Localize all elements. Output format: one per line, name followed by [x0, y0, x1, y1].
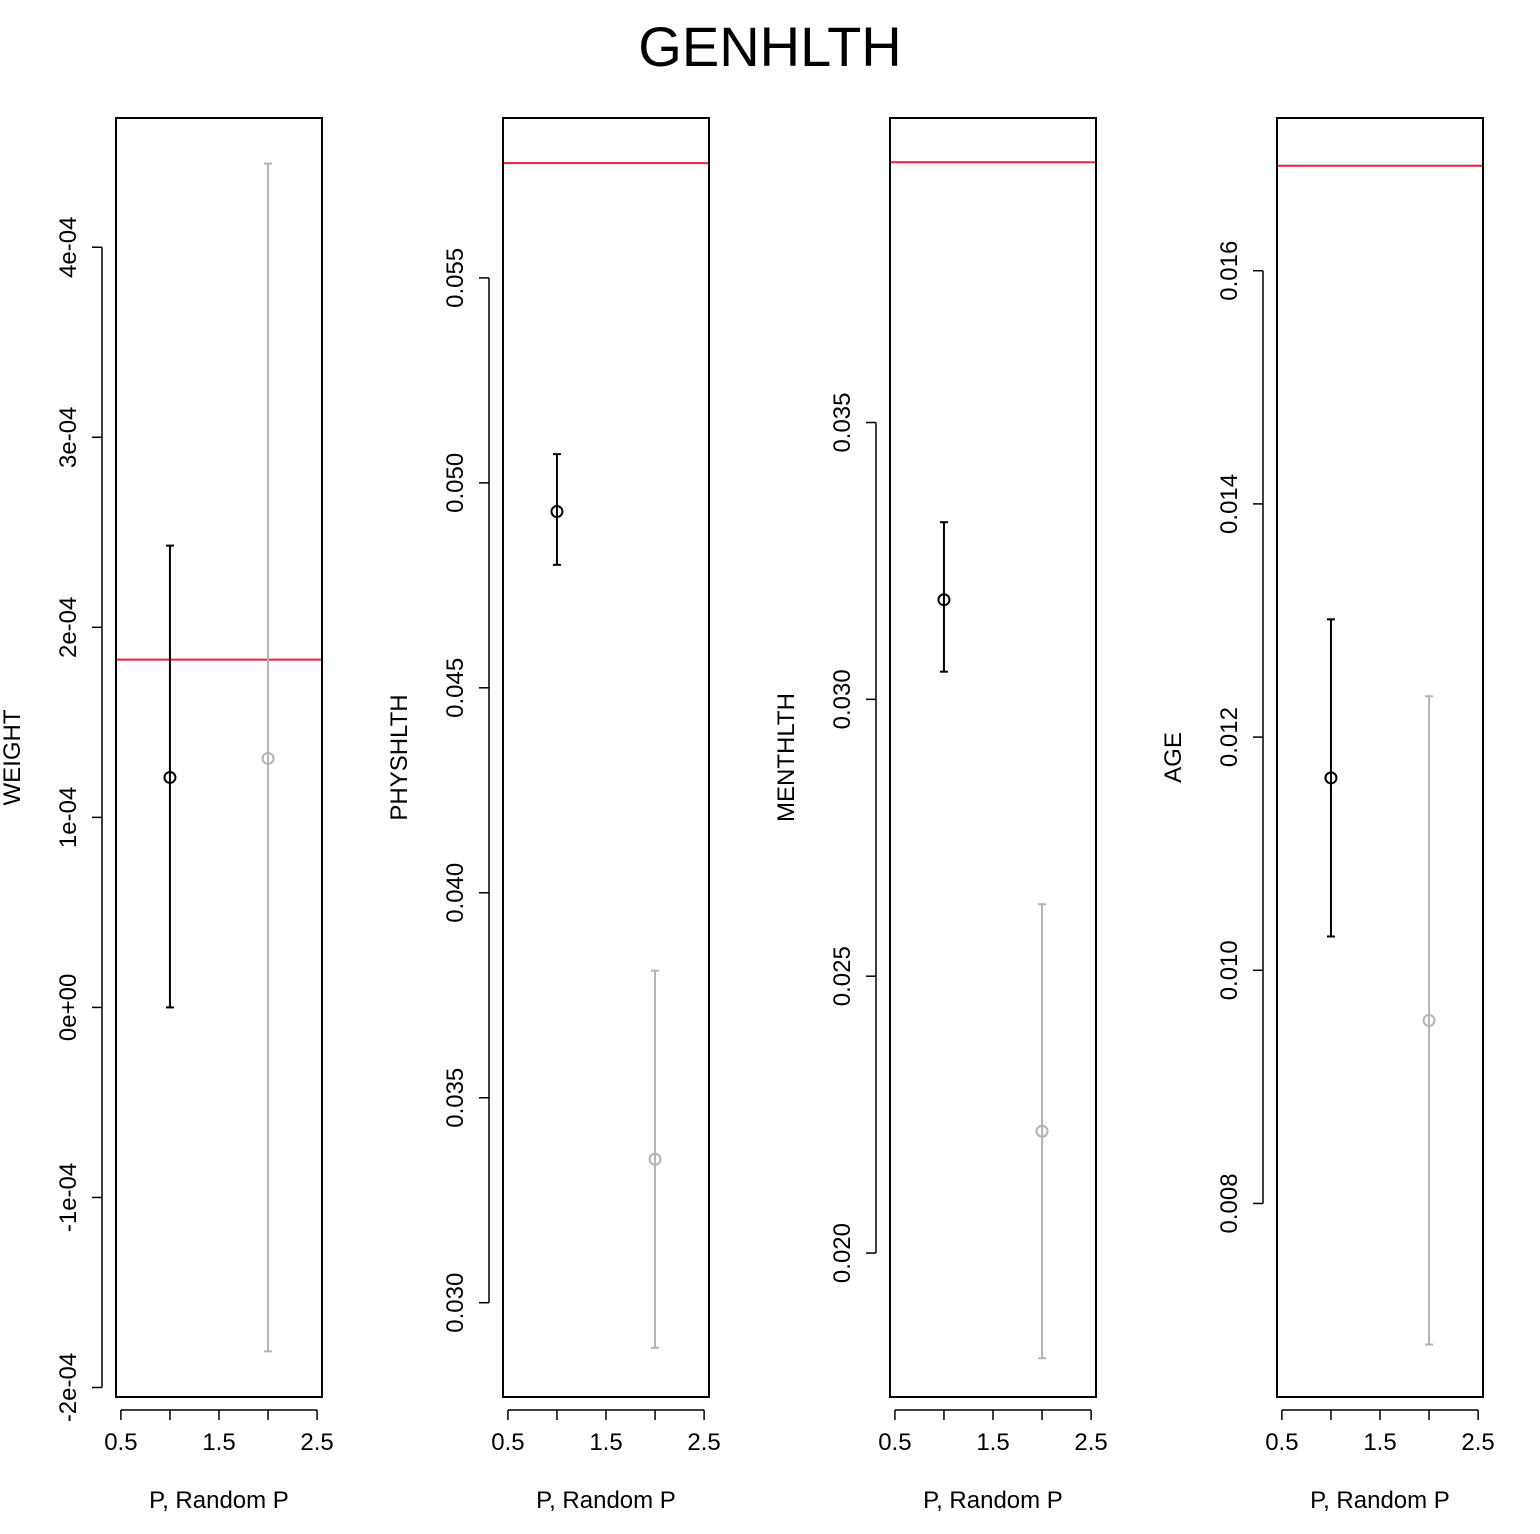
x-tick-label: 0.5	[1265, 1429, 1298, 1456]
y-tick-label: -1e-04	[55, 1163, 82, 1232]
y-axis-title: WEIGHT	[0, 709, 26, 805]
plot-frame	[115, 117, 323, 1398]
y-tick-label: 4e-04	[55, 217, 82, 278]
data-point	[163, 770, 177, 784]
y-tick-label: 1e-04	[55, 787, 82, 848]
y-tick-label: 0.014	[1216, 474, 1243, 534]
y-tick-label: 2e-04	[55, 597, 82, 658]
data-point	[1422, 1013, 1436, 1027]
x-axis-title: P, Random P	[149, 1487, 289, 1514]
y-tick-label: 0.035	[442, 1068, 469, 1128]
x-tick-label: 0.5	[491, 1429, 524, 1456]
y-axis-title: MENTHLTH	[773, 693, 800, 822]
x-axis-title: P, Random P	[536, 1487, 676, 1514]
y-tick-label: 0.008	[1216, 1173, 1243, 1233]
x-tick-label: 1.5	[976, 1429, 1009, 1456]
y-axis-title: AGE	[1160, 732, 1187, 783]
data-point	[1035, 1124, 1049, 1138]
y-tick-label: 0.012	[1216, 707, 1243, 767]
y-tick-label: 0.030	[829, 669, 856, 729]
x-tick-label: 2.5	[300, 1429, 333, 1456]
y-tick-label: 0.055	[442, 248, 469, 308]
x-tick-label: 1.5	[589, 1429, 622, 1456]
y-tick-label: -2e-04	[55, 1353, 82, 1422]
data-point	[261, 751, 275, 765]
x-axis-title: P, Random P	[1310, 1487, 1450, 1514]
y-tick-label: 0.010	[1216, 940, 1243, 1000]
x-tick-label: 2.5	[1461, 1429, 1494, 1456]
plot-frame	[1276, 117, 1484, 1398]
x-tick-label: 0.5	[878, 1429, 911, 1456]
data-point	[648, 1152, 662, 1166]
plot-frame	[502, 117, 710, 1398]
y-tick-label: 0.020	[829, 1223, 856, 1283]
data-point	[937, 593, 951, 607]
y-tick-label: 0.016	[1216, 241, 1243, 301]
x-tick-label: 2.5	[687, 1429, 720, 1456]
chart-title: GENHLTH	[638, 15, 902, 78]
x-tick-label: 0.5	[104, 1429, 137, 1456]
y-tick-label: 0e+00	[55, 974, 82, 1041]
y-tick-label: 0.030	[442, 1273, 469, 1333]
y-tick-label: 0.045	[442, 658, 469, 718]
plot-frame	[889, 117, 1097, 1398]
panel-3: 0.020 0.025 0.030 0.035 MENTHLTH 0.5 1.5 2.5 P, …	[773, 117, 1108, 1514]
x-axis-title: P, Random P	[923, 1487, 1063, 1514]
y-tick-label: 0.035	[829, 392, 856, 452]
x-tick-label: 2.5	[1074, 1429, 1107, 1456]
y-tick-label: 0.040	[442, 863, 469, 923]
y-tick-label: 3e-04	[55, 407, 82, 468]
data-point	[1324, 771, 1338, 785]
panel-1: -2e-04 -1e-04 0e+00 1e-04 2e-04 3e-04 4e-04 WEI…	[0, 117, 334, 1514]
panel-2: 0.030 0.035 0.040 0.045 0.050 0.055 PHYSHLTH 0.…	[386, 117, 721, 1514]
data-point	[550, 505, 564, 519]
y-tick-label: 0.025	[829, 946, 856, 1006]
y-axis-title: PHYSHLTH	[386, 694, 413, 820]
x-tick-label: 1.5	[1363, 1429, 1396, 1456]
x-tick-label: 1.5	[202, 1429, 235, 1456]
y-tick-label: 0.050	[442, 453, 469, 513]
panel-4: 0.008 0.010 0.012 0.014 0.016 AGE 0.5 1.5 2.5 P, …	[1160, 117, 1495, 1514]
